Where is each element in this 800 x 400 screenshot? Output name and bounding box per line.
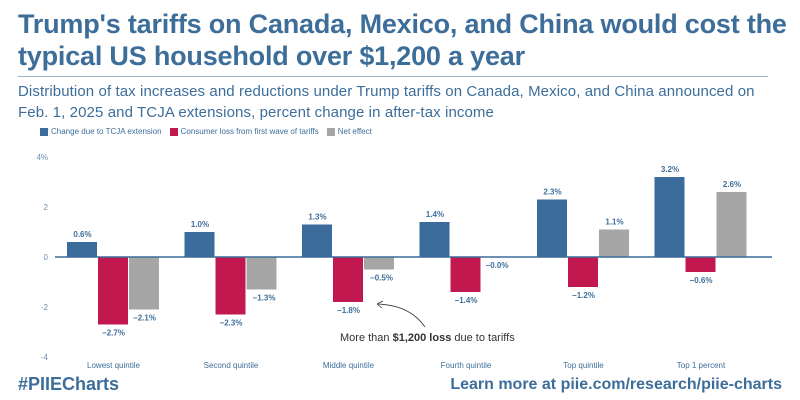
x-tick-label: Fourth quintile — [441, 361, 492, 370]
bar-tcja — [302, 224, 332, 257]
data-label: −0.5% — [370, 274, 393, 283]
bar-net — [364, 257, 394, 270]
data-label: −1.8% — [337, 306, 360, 315]
legend-label-net: Net effect — [337, 127, 372, 136]
title-divider — [18, 76, 768, 77]
x-tick-label: Middle quintile — [323, 361, 375, 370]
bar-tariff — [98, 257, 128, 325]
x-tick-label: Top quintile — [563, 361, 604, 370]
annotation-prefix: More than — [340, 332, 393, 344]
bar-tcja — [654, 177, 685, 257]
bar-net — [716, 192, 747, 257]
legend-swatch-net — [326, 127, 335, 136]
annotation-suffix: due to tariffs — [451, 332, 515, 344]
legend-swatch-tariff — [169, 127, 178, 136]
footer-link[interactable]: Learn more at piie.com/research/piie-cha… — [450, 376, 782, 393]
data-label: 1.0% — [191, 220, 209, 229]
footer-hashtag[interactable]: #PIIECharts — [18, 374, 120, 394]
data-label: 1.1% — [605, 218, 623, 227]
data-label: −0.6% — [690, 276, 713, 285]
data-label: −2.7% — [102, 329, 125, 338]
bar-tariff — [215, 257, 246, 315]
data-label: −0.0% — [486, 261, 509, 270]
data-label: 1.4% — [426, 210, 444, 219]
chart-title: Trump's tariffs on Canada, Mexico, and C… — [18, 9, 787, 71]
data-label: 2.3% — [543, 188, 561, 197]
bar-chart: 4% 2 0 -2 -4 0.6% −2.7% −2.1% Lowest quintile 1.0… — [36, 153, 772, 370]
chart-subtitle: Distribution of tax increases and reduct… — [18, 81, 788, 123]
data-label: −1.3% — [253, 294, 276, 303]
annotation-arrow — [376, 303, 426, 328]
data-label: 3.2% — [661, 165, 679, 174]
bar-tariff — [685, 257, 716, 272]
data-label: 0.6% — [73, 230, 91, 239]
bar-tcja — [419, 222, 450, 257]
legend-item-net: Net effect — [326, 127, 372, 136]
y-tick-label: -4 — [41, 353, 49, 362]
y-tick-label: -2 — [41, 303, 49, 312]
bar-net — [246, 257, 277, 290]
bar-tariff — [333, 257, 363, 302]
annotation-arrowhead-icon — [376, 300, 384, 309]
legend-item-tcja: Change due to TCJA extension — [40, 127, 162, 136]
x-tick-label: Second quintile — [204, 361, 259, 370]
y-tick-label: 4% — [36, 153, 48, 162]
bar-tcja — [537, 199, 567, 257]
y-tick-label: 0 — [44, 253, 49, 262]
legend-swatch-tcja — [40, 127, 48, 136]
y-tick-label: 2 — [44, 203, 49, 212]
bar-tcja — [184, 232, 215, 257]
bar-tariff — [450, 257, 481, 292]
legend-label-tcja: Change due to TCJA extension — [51, 127, 162, 136]
x-tick-label: Lowest quintile — [87, 361, 140, 370]
data-label: −1.2% — [572, 291, 595, 300]
chart-subtitle-text: Distribution of tax increases and reduct… — [18, 83, 755, 121]
data-label: 1.3% — [308, 213, 326, 222]
legend-label-tariff: Consumer loss from first wave of tariffs — [180, 127, 319, 136]
data-label: 2.6% — [723, 180, 741, 189]
annotation-bold: $1,200 loss — [393, 332, 452, 344]
bar-net — [129, 257, 159, 310]
bar-tariff — [568, 257, 598, 287]
annotation-text: More than $1,200 loss due to tariffs — [340, 332, 515, 344]
legend-item-tariff: Consumer loss from first wave of tariffs — [169, 127, 319, 136]
bar-net — [599, 229, 629, 257]
data-label: −2.3% — [220, 319, 243, 328]
data-label: −1.4% — [455, 296, 478, 305]
x-tick-label: Top 1 percent — [677, 361, 726, 370]
chart-legend: Change due to TCJA extension Consumer lo… — [40, 127, 372, 136]
data-label: −2.1% — [133, 314, 156, 323]
bar-tcja — [67, 242, 97, 257]
